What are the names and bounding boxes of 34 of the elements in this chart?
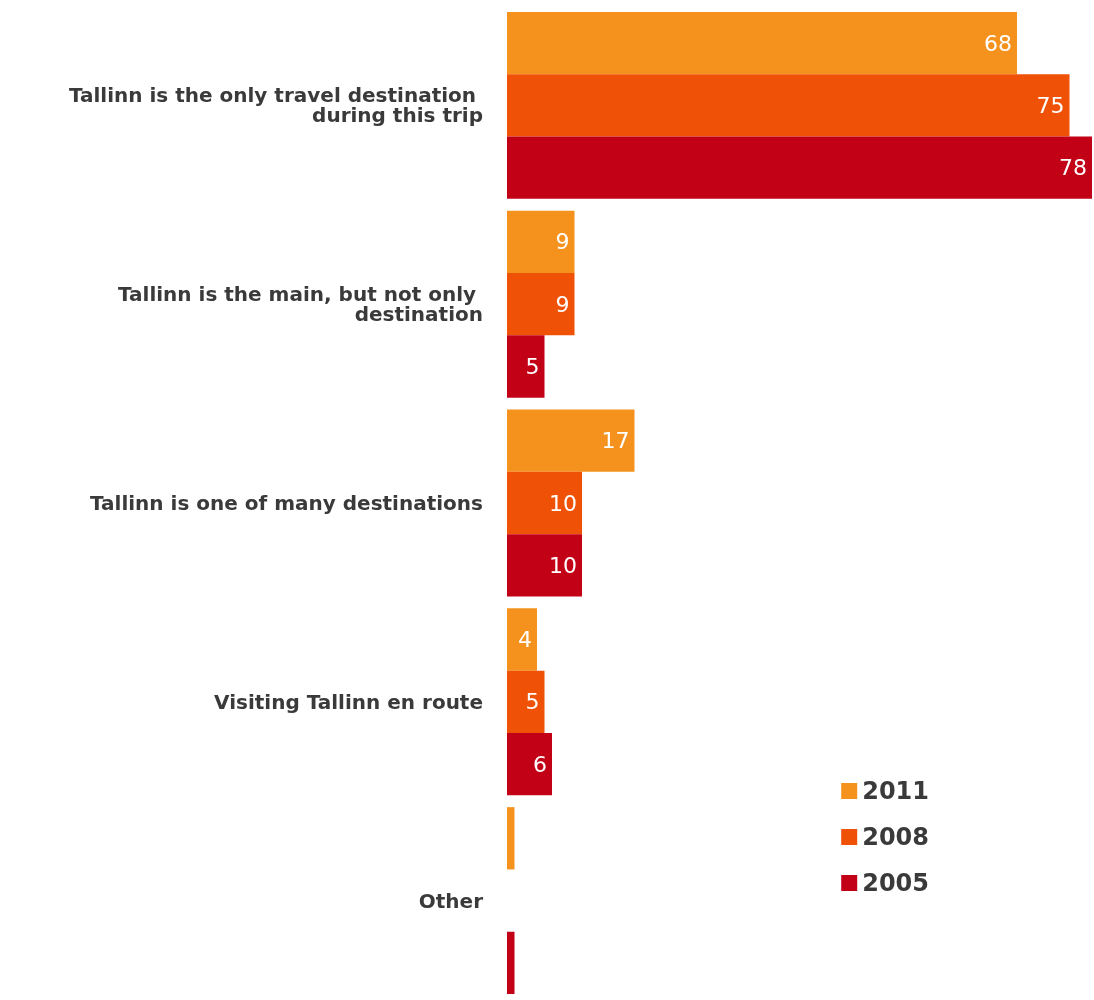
y-tick-label: Tallinn is the main, but not only destination	[117, 282, 483, 327]
y-tick-label: Tallinn is one of many destinations	[89, 491, 483, 515]
data-label: 4	[518, 627, 532, 653]
bar	[507, 273, 575, 336]
data-label: 75	[1036, 92, 1065, 118]
bar	[507, 335, 545, 398]
legend-label: 2008	[862, 823, 929, 851]
data-label: 10	[549, 552, 577, 578]
legend-label: 2005	[862, 869, 929, 897]
data-label: 5	[525, 689, 540, 715]
bar	[507, 807, 515, 870]
bar	[507, 670, 545, 733]
bar	[507, 74, 1070, 137]
bar	[507, 732, 552, 796]
data-label: 6	[533, 751, 547, 777]
data-label: 10	[549, 490, 577, 516]
bar	[507, 11, 1017, 75]
y-tick-label: Visiting Tallinn en route	[214, 689, 483, 714]
bar	[507, 409, 635, 472]
data-label: 9	[555, 291, 570, 317]
bar	[507, 608, 537, 671]
y-tick-label: Other	[418, 888, 484, 913]
bar	[507, 931, 515, 995]
bar	[507, 471, 582, 535]
data-label: 17	[601, 428, 630, 454]
data-label: 5	[525, 353, 540, 379]
data-label: 9	[555, 229, 570, 255]
bar	[507, 136, 1092, 199]
y-tick-label: Tallinn is the only travel destination during this trip	[68, 83, 483, 128]
legend-label: 2011	[862, 777, 929, 805]
bar	[507, 534, 582, 597]
data-label: 68	[984, 30, 1012, 56]
bar	[507, 210, 575, 274]
data-label: 78	[1059, 155, 1087, 181]
